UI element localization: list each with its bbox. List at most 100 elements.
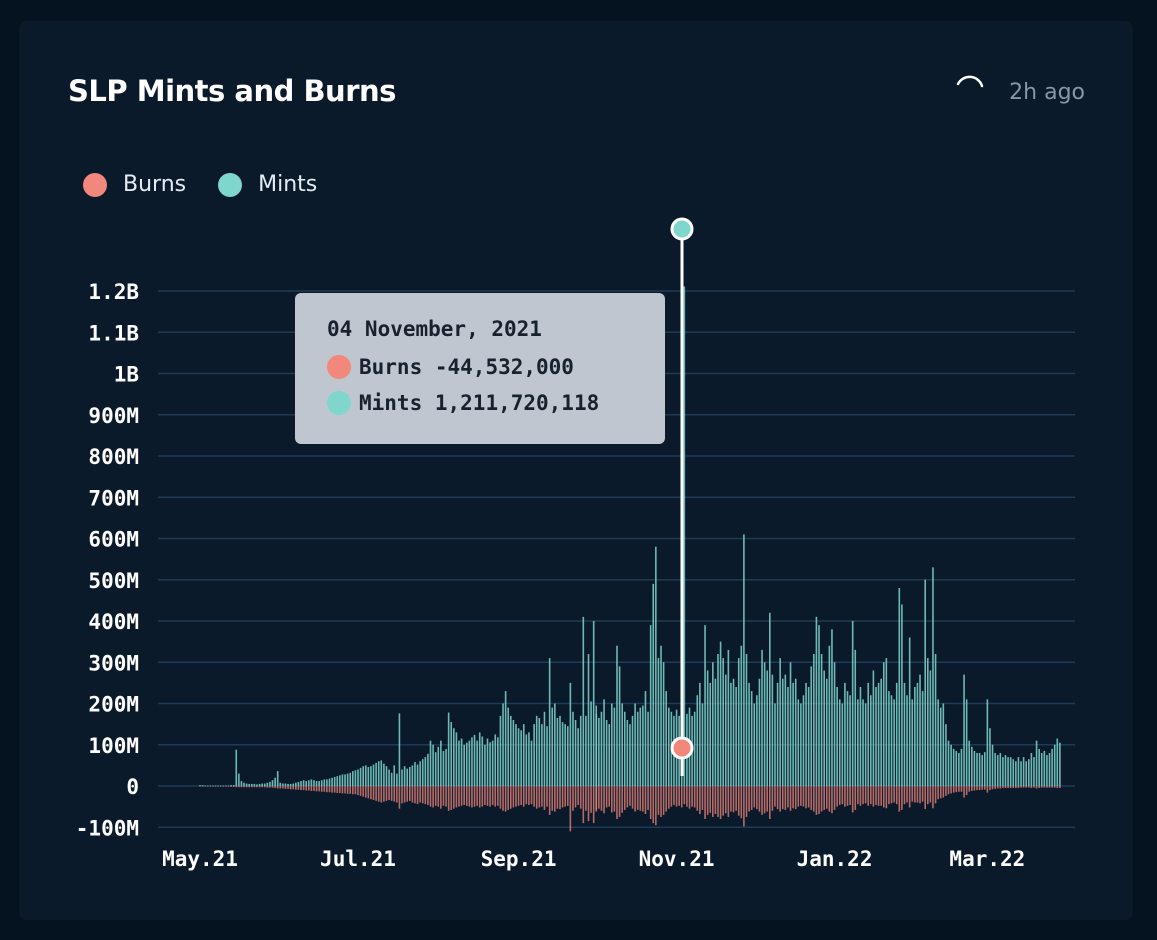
burn-bar	[1059, 786, 1061, 789]
mint-bar	[214, 785, 217, 787]
burn-bar	[344, 786, 346, 794]
mint-bar	[572, 711, 574, 786]
burn-bar	[851, 786, 854, 813]
mint-bar	[478, 732, 481, 786]
mint-bar	[440, 740, 442, 786]
burn-bar	[323, 786, 326, 792]
mint-bar	[318, 781, 320, 786]
mint-bar	[1030, 753, 1033, 786]
burn-bar	[914, 786, 916, 803]
mint-bar	[225, 785, 227, 787]
burn-bar	[652, 786, 655, 824]
burn-bar	[807, 786, 810, 808]
mint-bar	[621, 703, 623, 786]
legend-item-mints[interactable]: Mints	[218, 172, 317, 197]
burn-bar	[911, 786, 914, 802]
hover-point-mints	[670, 217, 694, 241]
mint-bar	[787, 687, 789, 786]
refresh-spinner-icon[interactable]	[954, 74, 984, 104]
burn-bar	[261, 786, 263, 788]
x-tick-label: Sep.21	[481, 847, 557, 871]
mint-bar	[880, 678, 882, 786]
mint-bar	[978, 753, 981, 786]
burn-bar	[626, 786, 629, 808]
burn-bar	[999, 786, 1002, 789]
mint-bar	[520, 730, 522, 786]
burn-bar	[595, 786, 598, 810]
burn-bar	[427, 786, 429, 805]
burn-bar	[318, 786, 320, 792]
burn-bar	[623, 786, 626, 810]
burn-bar	[955, 786, 958, 793]
burn-bar	[1051, 786, 1053, 788]
burn-bar	[774, 786, 776, 807]
mint-bar	[548, 658, 551, 786]
mint-bar	[276, 771, 279, 786]
burn-bar	[618, 786, 621, 817]
burn-bar	[828, 786, 831, 812]
mint-bar	[230, 785, 232, 786]
burn-bar	[339, 786, 341, 794]
mint-bar	[960, 748, 963, 786]
burn-bar	[256, 786, 258, 788]
burn-bar	[315, 786, 318, 792]
burn-bar	[608, 786, 611, 807]
mint-bar	[460, 738, 463, 786]
burn-bar	[453, 786, 455, 809]
mint-bar	[333, 776, 336, 786]
mint-bar	[362, 766, 364, 786]
mint-bar	[240, 781, 243, 786]
burn-bar	[1007, 786, 1009, 789]
mint-bar	[895, 682, 898, 786]
y-tick-label: 300M	[88, 651, 139, 675]
burn-bar	[383, 786, 385, 802]
mint-bar	[921, 691, 924, 786]
burn-bar	[787, 786, 789, 808]
mint-bar	[370, 766, 372, 786]
mint-bar	[201, 785, 204, 786]
mint-bar	[781, 678, 784, 786]
burn-bar	[592, 786, 595, 824]
burn-bar	[346, 786, 349, 794]
burn-bar	[952, 786, 955, 793]
mint-bar	[727, 649, 730, 786]
burn-bar	[937, 786, 939, 800]
burn-bar	[401, 786, 403, 804]
burn-bar	[408, 786, 411, 801]
mint-bar	[888, 691, 890, 786]
mint-bar	[274, 777, 276, 786]
mint-bar	[647, 711, 649, 786]
burn-bar	[978, 786, 981, 791]
legend-item-burns[interactable]: Burns	[83, 172, 186, 197]
y-tick-label: 700M	[88, 486, 139, 510]
mint-bar	[292, 783, 295, 786]
mint-bar	[465, 742, 468, 786]
y-tick-label: 100M	[88, 734, 139, 758]
burn-bar	[714, 786, 717, 815]
mint-bar	[579, 715, 582, 786]
burn-bar	[1035, 786, 1038, 789]
mint-bar	[623, 711, 626, 786]
burn-bar	[644, 786, 647, 815]
burn-bar	[489, 786, 491, 807]
mint-bar	[634, 703, 636, 786]
burn-bar	[903, 786, 906, 805]
burn-bar	[906, 786, 908, 803]
mint-bar	[810, 666, 813, 786]
burn-bar	[554, 786, 556, 812]
burn-bar	[535, 786, 538, 809]
mint-bar	[968, 740, 971, 786]
chart-legend: Burns Mints	[83, 172, 349, 197]
burn-bar	[279, 786, 282, 789]
burn-bar	[882, 786, 885, 808]
mint-bar	[238, 773, 240, 786]
mint-bar	[885, 658, 888, 786]
mint-bar	[535, 715, 538, 786]
x-tick-label: Nov.21	[639, 847, 715, 871]
mint-bar	[357, 769, 359, 786]
burn-bar	[818, 786, 820, 815]
mint-bar	[833, 662, 836, 786]
burn-bar	[424, 786, 427, 805]
burn-bar	[719, 786, 722, 819]
